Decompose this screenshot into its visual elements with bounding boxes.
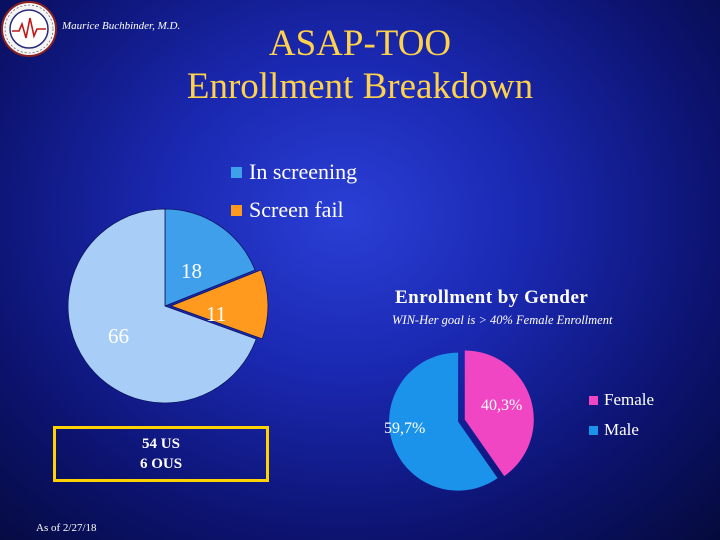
slice-screen-fail [169,269,269,340]
us-count: 54 US [142,436,180,452]
legend-in-screening: In screening [231,159,357,185]
gender-chart-title: Enrollment by Gender [395,287,589,308]
legend-swatch-female [589,395,598,405]
as-of-date: As of 2/27/18 [36,522,97,534]
logo [1,1,57,57]
slice-enrolled [67,208,257,404]
legend-screen-fail: Screen fail [231,197,344,223]
legend-swatch-in-screening [231,166,242,178]
title-line-2: Enrollment Breakdown [186,66,534,107]
slice-female [464,350,534,477]
slice-label-female: 40,3% [481,397,523,414]
legend-male: Male [589,420,639,440]
slice-in-screening [164,208,256,307]
legend-label-in-screening: In screening [249,159,358,184]
gender-chart-subtitle: WIN-Her goal is > 40% Female Enrollment [392,313,613,327]
legend-label-female: Female [604,390,655,409]
slice-label-screen-fail: 11 [206,302,227,326]
legend-swatch-male [589,425,598,435]
slice-label-enrolled: 66 [108,324,129,348]
region-breakdown-box: 54 US 6 OUS [53,426,269,482]
slice-label-male: 59,7% [384,420,426,437]
legend-label-male: Male [604,420,639,439]
ous-count: 6 OUS [139,456,183,472]
slice-label-in-screening: 18 [181,259,202,283]
legend-label-screen-fail: Screen fail [249,197,344,222]
title-line-1: ASAP-TOO [268,23,452,64]
legend-female: Female [589,390,654,410]
legend-swatch-screen-fail [231,204,242,216]
slice-male [389,352,498,491]
author-name: Maurice Buchbinder, M.D. [62,20,181,32]
slide-title: ASAP-TOO Enrollment Breakdown [120,22,600,108]
